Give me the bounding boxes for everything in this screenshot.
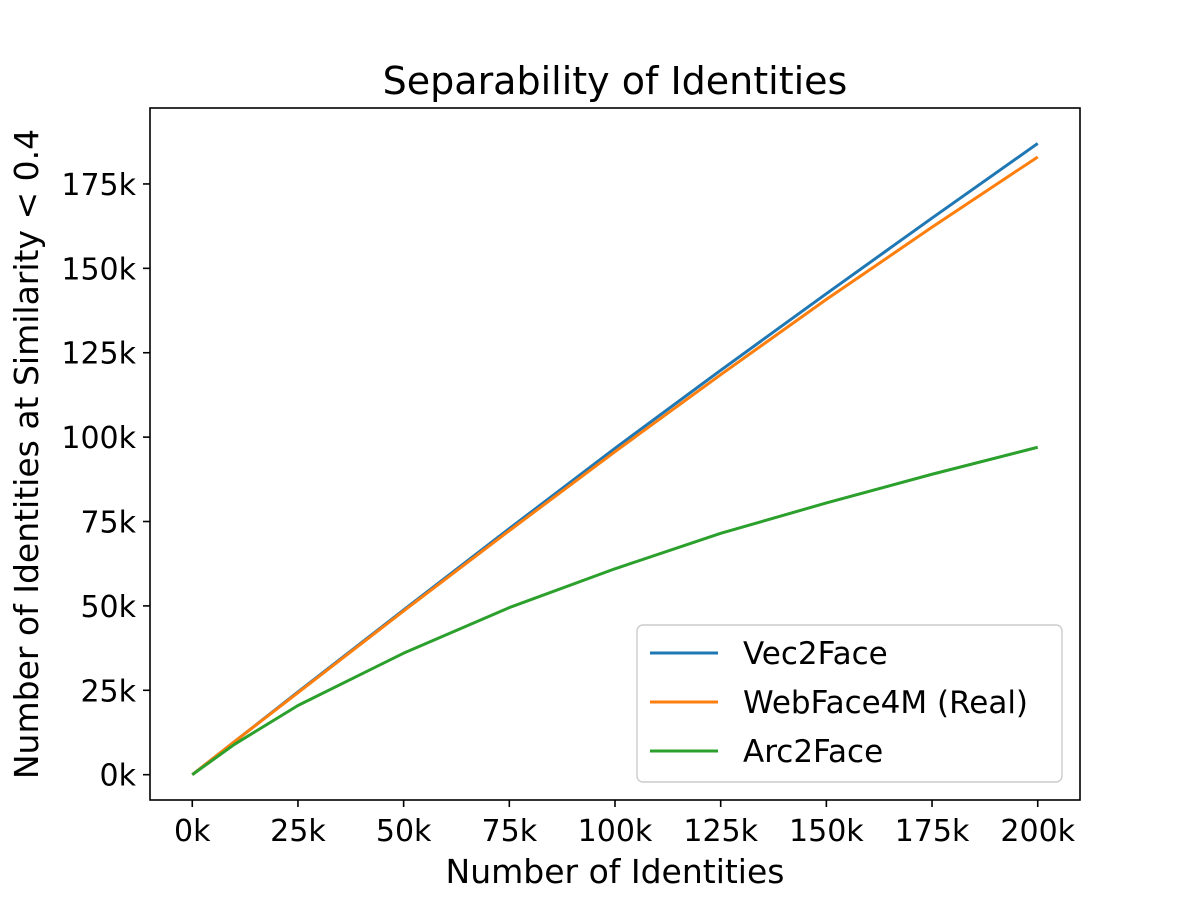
y-tick-label: 125k bbox=[61, 337, 136, 372]
chart-title: Separability of Identities bbox=[383, 59, 848, 103]
legend-box bbox=[636, 624, 1063, 783]
y-tick-label: 0k bbox=[100, 759, 137, 794]
x-tick-label: 75k bbox=[482, 814, 538, 849]
x-tick-label: 125k bbox=[683, 814, 758, 849]
y-axis-label: Number of Identities at Similarity < 0.4 bbox=[7, 129, 46, 779]
x-axis: 0k 25k 50k 75k 100k 125k 150k 175k 200k bbox=[174, 800, 1076, 849]
y-tick-label: 150k bbox=[61, 252, 136, 287]
x-tick-label: 50k bbox=[376, 814, 432, 849]
y-tick-label: 175k bbox=[61, 168, 136, 203]
x-tick-label: 0k bbox=[174, 814, 211, 849]
x-tick-label: 100k bbox=[578, 814, 653, 849]
legend-label-1: Vec2Face bbox=[743, 636, 888, 672]
series-layer bbox=[191, 142, 1039, 776]
y-tick-label: 75k bbox=[80, 506, 136, 541]
y-tick-label: 50k bbox=[80, 590, 136, 625]
series-line-3 bbox=[191, 445, 1039, 776]
x-tick-label: 200k bbox=[1000, 814, 1075, 849]
legend-label-3: Arc2Face bbox=[743, 734, 883, 770]
x-tick-label: 175k bbox=[895, 814, 970, 849]
x-tick-label: 25k bbox=[270, 814, 326, 849]
y-axis: 0k 25k 50k 75k 100k 125k 150k 175k bbox=[61, 168, 150, 794]
y-tick-label: 100k bbox=[61, 421, 136, 456]
legend: Vec2Face WebFace4M (Real) Arc2Face bbox=[636, 624, 1063, 783]
x-axis-label: Number of Identities bbox=[446, 852, 785, 891]
y-tick-label: 25k bbox=[80, 674, 136, 709]
legend-label-2: WebFace4M (Real) bbox=[743, 685, 1028, 721]
x-tick-label: 150k bbox=[789, 814, 864, 849]
series-line-2 bbox=[191, 155, 1039, 776]
